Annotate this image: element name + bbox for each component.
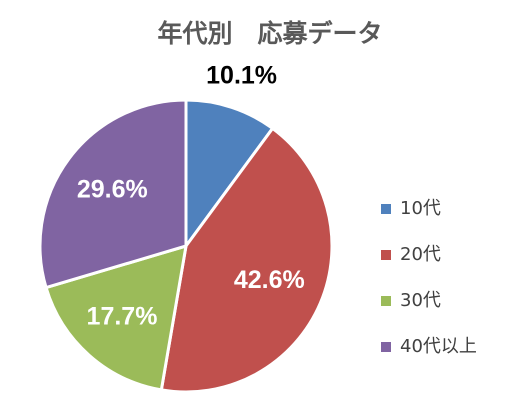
- data-label-30代: 17.7%: [87, 303, 158, 331]
- legend-label: 10代: [400, 198, 441, 219]
- chart-legend: 10代 20代 30代 40代以上: [381, 198, 477, 357]
- legend-swatch: [381, 250, 391, 260]
- chart-title: 年代別 応募データ: [157, 19, 382, 48]
- legend-item-20代: 20代: [381, 244, 441, 265]
- pie-slice-20代: [159, 126, 334, 394]
- legend-item-40代以上: 40代以上: [381, 336, 477, 357]
- pie-slice-10代: [184, 98, 275, 248]
- legend-label: 40代以上: [400, 336, 477, 357]
- pie-slices: [38, 98, 334, 394]
- pie-data-labels: 10.1% 42.6% 17.7% 29.6%: [77, 61, 305, 330]
- data-label-40代以上: 29.6%: [77, 176, 148, 204]
- data-label-20代: 42.6%: [234, 266, 305, 294]
- legend-swatch: [381, 342, 391, 352]
- pie-slice-30代: [44, 244, 188, 392]
- pie-slice-40代以上: [38, 98, 188, 290]
- legend-label: 20代: [400, 244, 441, 265]
- legend-item-10代: 10代: [381, 198, 441, 219]
- legend-swatch: [381, 204, 391, 214]
- legend-item-30代: 30代: [381, 290, 441, 311]
- legend-swatch: [381, 296, 391, 306]
- legend-label: 30代: [400, 290, 441, 311]
- data-label-10代: 10.1%: [206, 61, 277, 89]
